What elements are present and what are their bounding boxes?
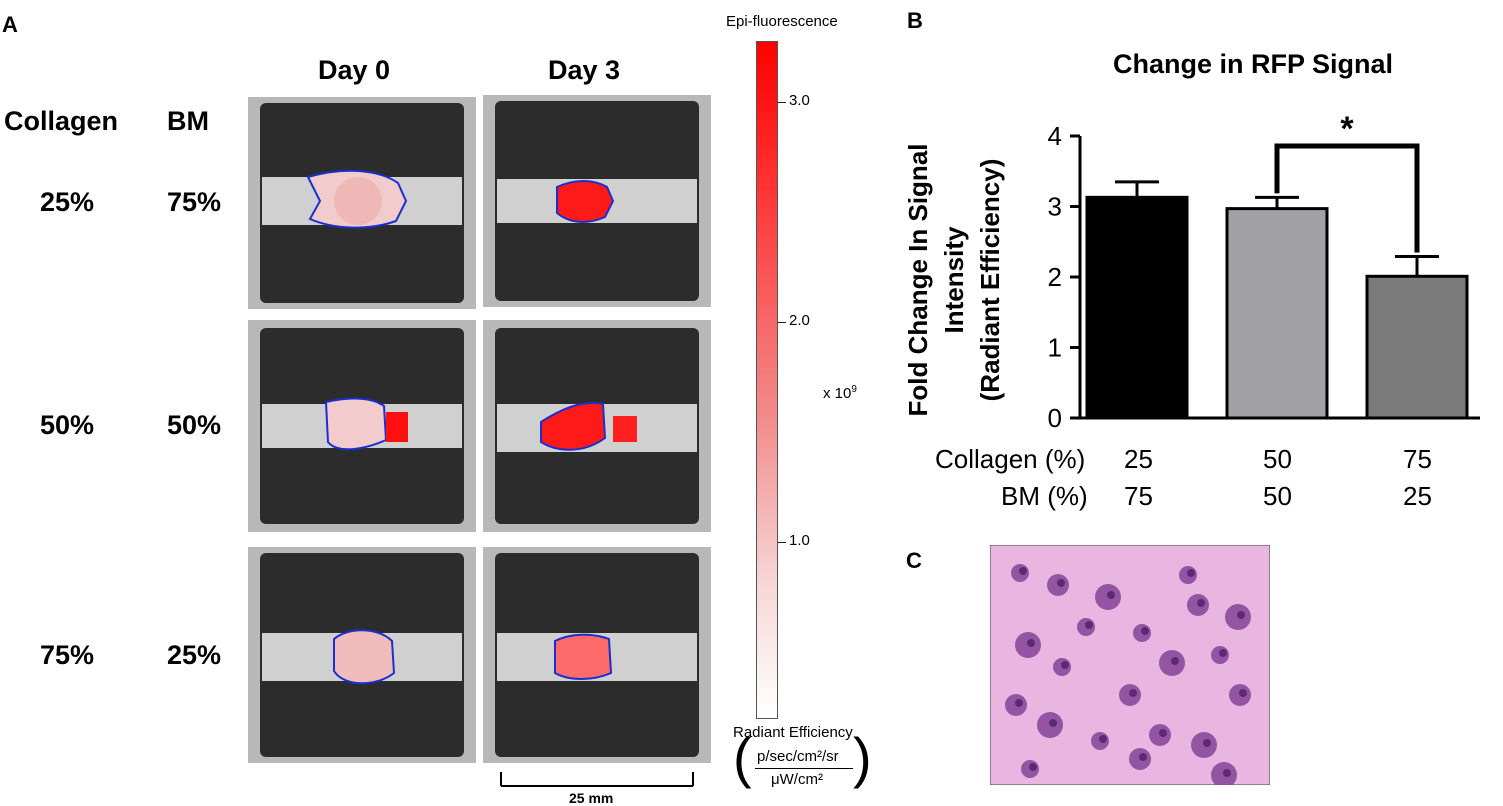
bar xyxy=(1085,195,1189,420)
unit-denominator: μW/cm² xyxy=(771,771,823,788)
histology-background xyxy=(990,545,1270,785)
histology-nucleus xyxy=(1015,699,1023,707)
histology-nucleus xyxy=(1223,769,1231,777)
unit-paren-right: ) xyxy=(853,726,872,789)
histology-nucleus xyxy=(1171,657,1179,665)
x-cat-collagen-75: 75 xyxy=(1403,444,1432,474)
histology-nucleus xyxy=(1019,567,1027,575)
chart-title: Change in RFP Signal xyxy=(1113,49,1394,79)
x-cat-bm-50: 50 xyxy=(1263,481,1292,511)
unit-numerator: p/sec/cm²/sr xyxy=(757,748,839,765)
col-header-day0: Day 0 xyxy=(318,55,391,85)
y-axis-label: Intensity xyxy=(939,226,969,333)
y-tick-label: 1 xyxy=(1048,333,1062,363)
histology-nucleus xyxy=(1141,627,1149,635)
collagen-pct-row2: 50% xyxy=(40,410,95,440)
panel-b-letter: B xyxy=(907,8,923,33)
x-cat-collagen-25: 25 xyxy=(1124,444,1153,474)
histology-nucleus xyxy=(1203,739,1211,747)
row-header-bm: BM xyxy=(167,106,209,136)
panel-a-letter: A xyxy=(2,12,18,37)
bar-chart: 0 1 2 3 4 * Fold Change In Signal Intensity (Rad… xyxy=(903,110,1480,430)
histology-nucleus xyxy=(1057,579,1065,587)
bar xyxy=(1365,274,1469,420)
histology-nucleus xyxy=(1099,735,1107,743)
colorbar-gradient xyxy=(756,41,778,719)
histology-nucleus xyxy=(1129,689,1137,697)
unit-fraction-bar xyxy=(755,768,853,769)
tile-row2-day3 xyxy=(483,320,711,532)
colorbar-multiplier-base: x 10 xyxy=(823,385,852,402)
tile-row2-day0 xyxy=(248,320,476,532)
significance-bracket xyxy=(1274,143,1420,253)
colorbar-tick-mark-3 xyxy=(778,102,786,103)
y-tick-label: 4 xyxy=(1048,121,1062,151)
x-cat-bm-75: 75 xyxy=(1124,481,1153,511)
bm-pct-row3: 25% xyxy=(167,640,222,670)
bm-pct-row2: 50% xyxy=(167,410,222,440)
bm-pct-row1: 75% xyxy=(167,187,222,217)
scale-bar-label: 25 mm xyxy=(569,790,614,806)
collagen-pct-row1: 25% xyxy=(40,187,95,217)
colorbar-multiplier: x 109 xyxy=(823,384,857,402)
colorbar-title: Epi-fluorescence xyxy=(726,13,838,30)
tile-row3-day0 xyxy=(248,547,476,763)
histology-nucleus xyxy=(1061,661,1069,669)
colorbar-unit-fraction: ( p/sec/cm²/sr μW/cm² ) xyxy=(733,730,873,798)
histology-image xyxy=(990,545,1270,785)
panel-c-letter: C xyxy=(906,548,922,573)
colorbar-multiplier-exp: 9 xyxy=(851,384,857,395)
colorbar-unit-label: Radiant Efficiency xyxy=(733,724,853,741)
unit-paren-left: ( xyxy=(733,726,752,789)
row-header-collagen: Collagen xyxy=(4,106,119,136)
histology-nucleus xyxy=(1139,753,1147,761)
histology-nucleus xyxy=(1197,599,1205,607)
colorbar-tick-3: 3.0 xyxy=(789,92,810,109)
tile-row3-day3 xyxy=(483,547,711,763)
colorbar-tick-mark-2 xyxy=(778,322,786,323)
histology-nucleus xyxy=(1237,611,1245,619)
tile-row1-day0 xyxy=(248,97,476,309)
y-axis-label: (Radiant Efficiency) xyxy=(975,159,1005,402)
y-axis-label: Fold Change In Signal xyxy=(903,144,933,417)
histology-nucleus xyxy=(1239,689,1247,697)
histology-nucleus xyxy=(1107,591,1115,599)
row-label-bm: BM (%) xyxy=(1001,481,1088,511)
histology-nucleus xyxy=(1187,569,1195,577)
x-cat-bm-25: 25 xyxy=(1403,481,1432,511)
col-header-day3: Day 3 xyxy=(548,55,621,85)
colorbar-tick-1: 1.0 xyxy=(789,532,810,549)
histology-nucleus xyxy=(1027,639,1035,647)
colorbar-tick-mark-1 xyxy=(778,542,786,543)
histology-nucleus xyxy=(1029,763,1037,771)
colorbar-tick-2: 2.0 xyxy=(789,312,810,329)
significance-star: * xyxy=(1340,110,1354,148)
y-tick-label: 3 xyxy=(1048,192,1062,222)
tile-row1-day3 xyxy=(483,95,711,307)
histology-nucleus xyxy=(1085,621,1093,629)
scale-bar xyxy=(500,772,694,787)
collagen-pct-row3: 75% xyxy=(40,640,95,670)
y-tick-label: 0 xyxy=(1048,403,1062,430)
histology-nucleus xyxy=(1159,729,1167,737)
x-cat-collagen-50: 50 xyxy=(1263,444,1292,474)
row-label-collagen: Collagen (%) xyxy=(935,444,1086,474)
bar xyxy=(1225,207,1329,420)
histology-nucleus xyxy=(1219,649,1227,657)
y-tick-label: 2 xyxy=(1048,262,1062,292)
histology-nucleus xyxy=(1049,719,1057,727)
